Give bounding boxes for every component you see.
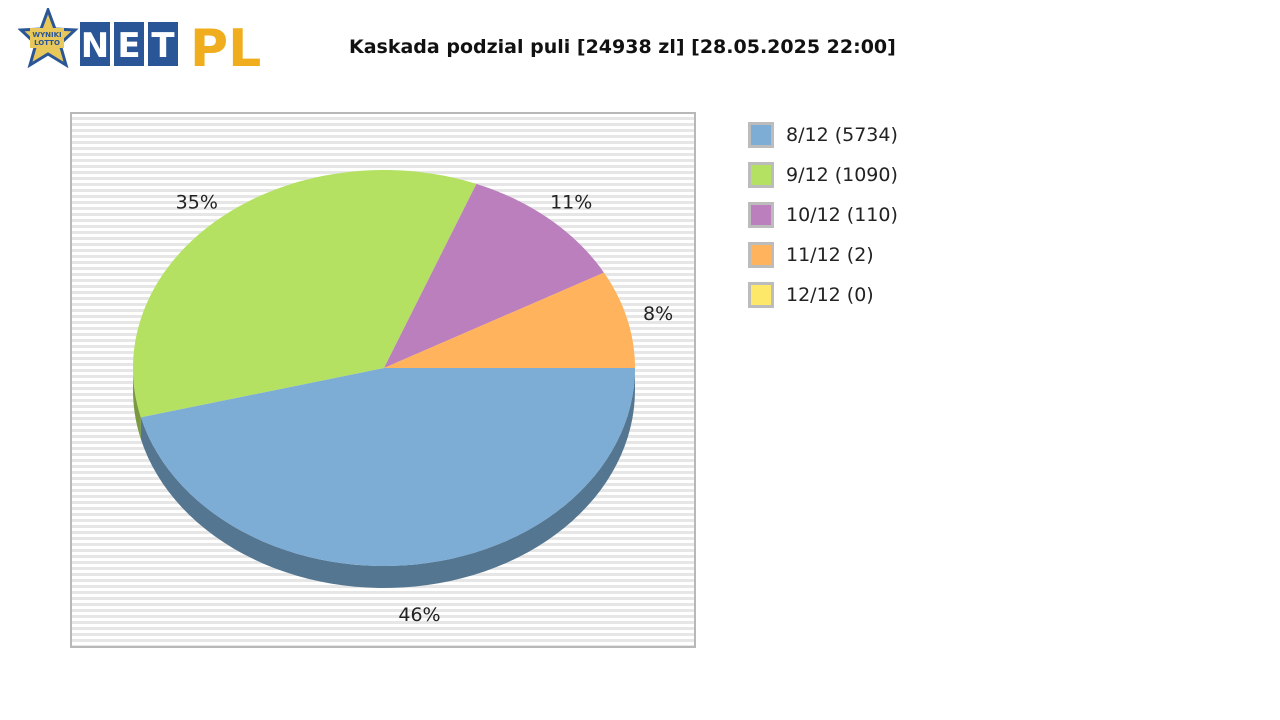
- pie-slice-label: 46%: [398, 604, 440, 626]
- legend-swatch: [748, 282, 774, 308]
- legend-swatch: [748, 162, 774, 188]
- legend-item: 8/12 (5734): [748, 121, 898, 161]
- pie-slice[interactable]: [140, 368, 635, 566]
- pie-slice-label: 35%: [176, 192, 218, 214]
- pie-slice[interactable]: [133, 170, 477, 418]
- logo-pl-text: PL: [190, 19, 261, 78]
- legend-label: 9/12 (1090): [786, 164, 898, 186]
- logo-badge-line2: LOTTO: [34, 39, 60, 47]
- pie-slice[interactable]: [384, 272, 635, 368]
- pie-chart: 46% 35% 11% 8%: [133, 170, 673, 626]
- logo-badge-line1: WYNIKI: [32, 31, 61, 39]
- logo-net-letter: N: [81, 26, 109, 66]
- pie-slice[interactable]: [384, 183, 604, 368]
- chart-title: Kaskada podzial puli [24938 zl] [28.05.2…: [349, 36, 896, 58]
- chart-legend: 8/12 (5734) 9/12 (1090) 10/12 (110) 11/12 (…: [748, 121, 898, 321]
- legend-swatch: [748, 242, 774, 268]
- legend-label: 12/12 (0): [786, 284, 874, 306]
- pie-slice-label: 11%: [550, 192, 592, 214]
- legend-label: 11/12 (2): [786, 244, 874, 266]
- legend-label: 10/12 (110): [786, 204, 898, 226]
- legend-item: 12/12 (0): [748, 281, 898, 321]
- legend-item: 9/12 (1090): [748, 161, 898, 201]
- logo-net-letter: E: [117, 26, 140, 66]
- pie-slice-side: [133, 368, 141, 440]
- legend-item: 11/12 (2): [748, 241, 898, 281]
- pie-slice-label: 8%: [643, 303, 673, 325]
- pie-chart-panel: 46% 35% 11% 8%: [70, 112, 696, 648]
- legend-item: 10/12 (110): [748, 201, 898, 241]
- legend-swatch: [748, 202, 774, 228]
- legend-label: 8/12 (5734): [786, 124, 898, 146]
- logo-net-letter: T: [151, 26, 175, 66]
- legend-swatch: [748, 122, 774, 148]
